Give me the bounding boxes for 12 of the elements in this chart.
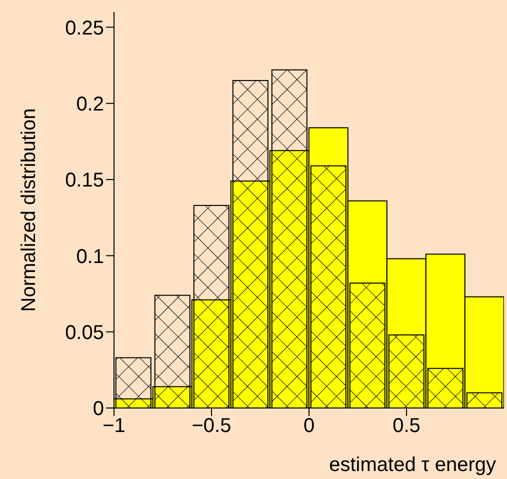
x-axis-title: estimated τ energy [329,454,496,476]
y-tick-label: 0.05 [65,322,104,344]
y-tick-label: 0.25 [65,17,104,40]
x-tick-label: −0.5 [192,415,232,438]
x-tick-label: −1 [102,415,126,438]
y-tick-label: 0.2 [76,93,104,116]
y-axis-title: Normalized distribution [18,108,40,312]
x-tick-label: 0.5 [392,415,420,438]
y-tick-label: 0.15 [65,170,104,192]
y-tick-label: 0.1 [76,246,104,268]
y-tick-label: 0 [92,398,104,420]
x-tick-label: 0 [303,415,315,438]
